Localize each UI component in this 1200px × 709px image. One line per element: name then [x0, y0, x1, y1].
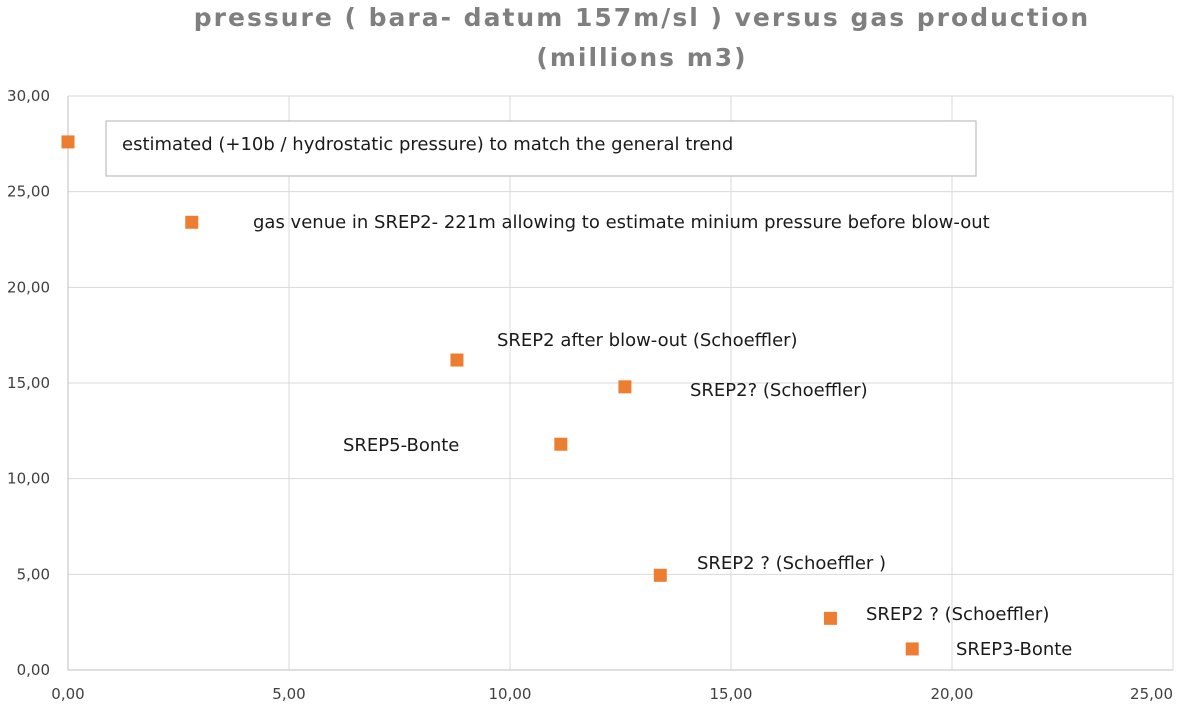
annotation-srep2-question-2: SREP2 ? (Schoeffler ) [697, 553, 886, 574]
y-tick-label: 5,00 [17, 565, 50, 583]
annotation-estimated: estimated (+10b / hydrostatic pressure) … [122, 134, 733, 155]
gridlines [67, 95, 1174, 671]
y-tick-label: 0,00 [17, 661, 50, 679]
data-point [554, 437, 568, 451]
annotation-srep2-question-1: SREP2? (Schoeffler) [690, 380, 868, 401]
data-point [185, 215, 199, 229]
axis-tick-labels: 0,00 5,00 10,00 15,00 20,00 25,00 30,00 0,00 5,0… [7, 87, 1173, 703]
y-tick-label: 25,00 [7, 183, 50, 201]
data-point [450, 353, 464, 367]
data-point [905, 642, 919, 656]
y-tick-label: 15,00 [7, 374, 50, 392]
x-tick-label: 10,00 [489, 685, 532, 703]
y-tick-label: 30,00 [7, 87, 50, 105]
data-points [61, 135, 919, 656]
annotation-srep5-bonte: SREP5-Bonte [343, 435, 459, 456]
x-tick-label: 5,00 [272, 685, 305, 703]
annotation-srep2-after-blow-out: SREP2 after blow-out (Schoeffler) [497, 330, 798, 351]
annotation-gas-venue: gas venue in SREP2- 221m allowing to est… [253, 212, 990, 233]
annotation-box [105, 120, 977, 177]
chart-title-line-2: (millions m3) [536, 43, 747, 72]
x-tick-label: 15,00 [710, 685, 753, 703]
data-point [823, 611, 837, 625]
x-tick-label: 25,00 [1130, 685, 1173, 703]
annotation-srep3-bonte: SREP3-Bonte [956, 639, 1072, 660]
x-tick-label: 20,00 [931, 685, 974, 703]
data-point [653, 568, 667, 582]
x-tick-label: 0,00 [51, 685, 84, 703]
chart-title-line-1: pressure ( bara- datum 157m/sl ) versus … [194, 3, 1090, 32]
data-point [618, 380, 632, 394]
y-tick-label: 10,00 [7, 470, 50, 488]
data-point [61, 135, 75, 149]
annotation-srep2-question-3: SREP2 ? (Schoeffler) [866, 604, 1049, 625]
y-tick-label: 20,00 [7, 278, 50, 296]
